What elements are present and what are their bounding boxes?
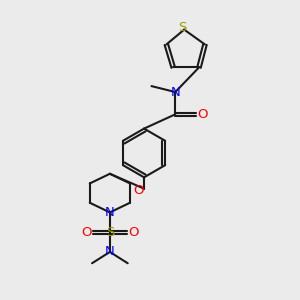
Text: O: O (197, 108, 207, 121)
Text: O: O (134, 184, 144, 196)
Text: O: O (81, 226, 91, 238)
Text: S: S (106, 226, 114, 239)
Text: O: O (128, 226, 139, 238)
Text: N: N (105, 245, 115, 258)
Text: N: N (105, 206, 115, 219)
Text: N: N (170, 85, 180, 98)
Text: S: S (178, 21, 187, 34)
